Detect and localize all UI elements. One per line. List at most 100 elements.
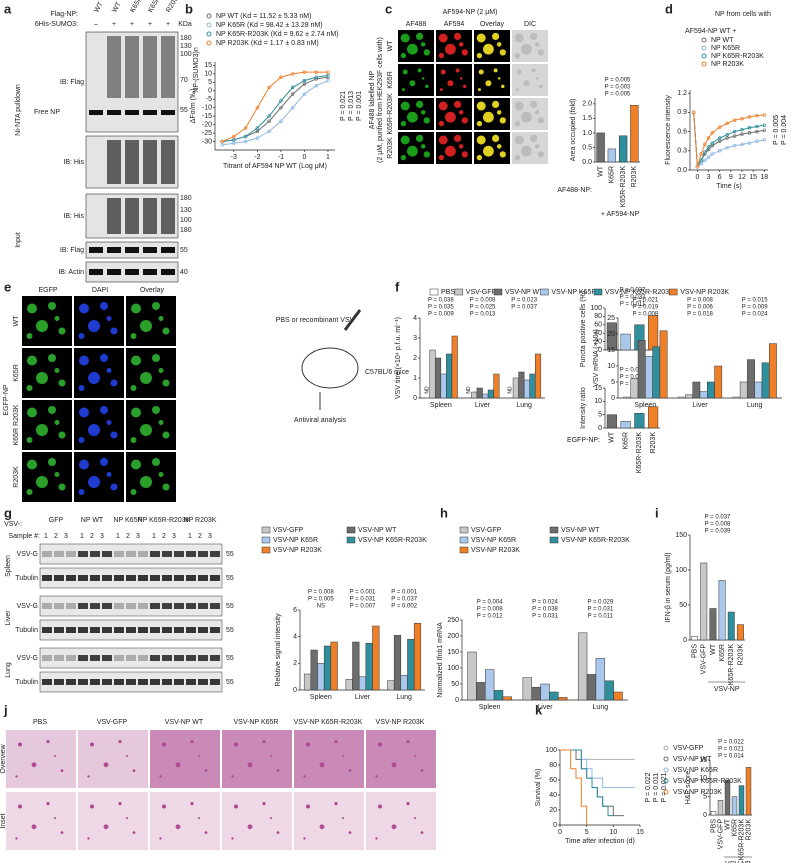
- x-tick-label: K65R-R203K: [620, 166, 627, 208]
- droplet: [400, 101, 410, 111]
- y-tick-label: 0: [293, 687, 297, 694]
- bar: [754, 381, 763, 399]
- legend-swatch: [549, 536, 559, 544]
- x-tick-label: -1: [278, 154, 284, 161]
- droplet: [499, 117, 506, 124]
- bar: [648, 315, 659, 351]
- y-tick-label: 1.2: [677, 90, 687, 97]
- droplet: [447, 80, 454, 87]
- droplet: [31, 762, 37, 768]
- series-line: [221, 75, 329, 143]
- droplet: [54, 755, 56, 758]
- p-value: P = 0.025: [470, 305, 496, 311]
- x-tick-label: R203K: [650, 432, 657, 454]
- p-value: P = 0.031: [350, 597, 376, 603]
- band: [210, 603, 220, 609]
- x-tick-label: K65R-R203K: [636, 432, 643, 474]
- label: VSV-NP K65R-R203K: [294, 719, 363, 726]
- p-value: P = 0.009: [742, 305, 768, 311]
- series-line: [693, 112, 765, 169]
- label: 3: [208, 533, 212, 540]
- droplet: [48, 406, 56, 414]
- lane-label: WT: [93, 0, 105, 14]
- micrograph: [78, 730, 148, 788]
- droplet: [458, 110, 464, 115]
- band: [66, 679, 76, 685]
- legend-label: VSV-NP WT: [505, 289, 544, 296]
- micrograph: [294, 792, 364, 850]
- droplet: [58, 483, 66, 491]
- droplet: [514, 52, 521, 59]
- legend-swatch: [459, 536, 469, 544]
- y-tick-label: 100: [675, 567, 687, 574]
- droplet: [514, 33, 524, 43]
- droplet: [425, 84, 429, 89]
- droplet: [400, 120, 407, 127]
- legend-label: VSV-NP K65R: [471, 537, 516, 544]
- droplet: [483, 43, 494, 55]
- bar: [747, 359, 755, 399]
- droplet: [158, 420, 164, 425]
- band: [102, 627, 112, 633]
- bar: [407, 639, 415, 691]
- bar: [558, 697, 568, 701]
- y-tick-label: 10: [594, 398, 602, 405]
- droplet: [303, 837, 306, 840]
- label: Lung: [5, 662, 12, 678]
- y-tick-label: 10: [699, 775, 707, 782]
- bar: [685, 394, 693, 399]
- band: [102, 575, 112, 581]
- bar: [345, 679, 353, 691]
- band: [198, 655, 208, 661]
- panel-letter: d: [665, 2, 673, 17]
- lane-label: WT: [111, 0, 123, 14]
- y-axis-label: Normalized Ifnb1 mRNA: [437, 622, 444, 698]
- p-value: P = 0.008: [308, 590, 334, 596]
- smear: [161, 140, 175, 184]
- band: [42, 627, 52, 633]
- bar: [623, 396, 632, 399]
- droplet: [88, 320, 100, 332]
- label: 3: [136, 533, 140, 540]
- droplet: [126, 817, 128, 820]
- legend-marker: [663, 789, 669, 795]
- band: [66, 575, 76, 581]
- band: [143, 247, 157, 253]
- x-axis-label: Time after infection (d): [565, 838, 635, 845]
- mw-marker: 180: [180, 195, 192, 202]
- y-tick-label: 0.0: [582, 159, 592, 166]
- droplet: [162, 483, 170, 491]
- p-value: P = 0.008: [470, 298, 496, 304]
- y-tick-label: -25: [202, 130, 212, 137]
- band: [174, 627, 184, 633]
- legend-label: VSV-NP R203K: [273, 547, 322, 554]
- legend-label: VSV-NP R203K: [471, 547, 520, 554]
- bar: [692, 381, 701, 399]
- droplet: [461, 49, 468, 56]
- droplet: [521, 145, 532, 157]
- bar: [739, 381, 748, 399]
- y-tick-label: 0.0: [677, 167, 687, 174]
- label: AF594: [444, 21, 465, 28]
- band: [162, 655, 172, 661]
- band: [186, 679, 196, 685]
- band: [78, 627, 88, 633]
- mw-marker: 180: [180, 35, 192, 42]
- droplet: [27, 303, 37, 314]
- droplet: [496, 110, 502, 115]
- syringe: [343, 309, 362, 331]
- blot: [39, 647, 223, 669]
- y-axis-label: H&E score: [685, 771, 692, 805]
- droplet: [103, 824, 109, 830]
- droplet: [88, 424, 100, 436]
- bar: [365, 643, 373, 691]
- p-value: P = 0.031: [587, 607, 613, 613]
- y-tick-label: 25: [607, 315, 615, 322]
- y-tick-label: 0.5: [582, 144, 592, 151]
- y-tick-label: 60: [549, 777, 557, 784]
- droplet: [499, 151, 506, 158]
- droplet: [79, 303, 89, 314]
- bar: [446, 353, 453, 399]
- legend-marker: [663, 756, 669, 762]
- label: IB: His: [63, 159, 84, 166]
